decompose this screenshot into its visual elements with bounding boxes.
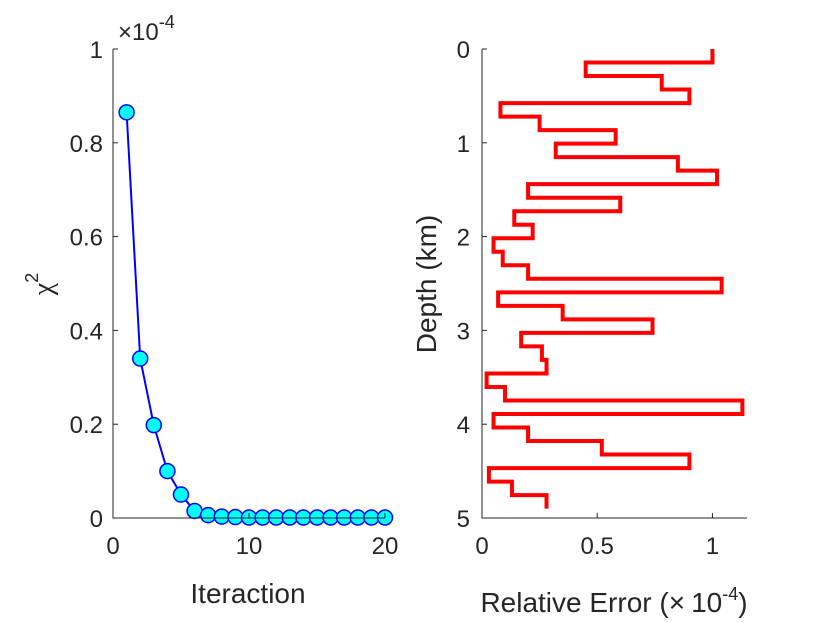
chi-squared-point (213, 508, 231, 525)
right-plot-x-ticks: 0 0.5 1 (475, 513, 719, 560)
y-exponent-power: -4 (159, 12, 175, 32)
chi-squared-series (118, 104, 394, 526)
right-plot-y-tick-label: 4 (457, 412, 470, 439)
chi-squared-point (145, 416, 163, 434)
chi-symbol: χ (28, 282, 59, 296)
right-plot-x-axis-label: Relative Error (× 10-4) (480, 584, 747, 618)
left-plot-x-tick-label: 0 (106, 533, 119, 560)
left-plot-y-tick-label: 1 (90, 37, 103, 64)
chi-power: 2 (22, 273, 42, 283)
right-plot-y-tick-label: 0 (457, 37, 470, 64)
chi-squared-point (172, 486, 190, 503)
left-plot-x-tick-label: 10 (236, 533, 263, 560)
y-exponent-base: 10 (132, 19, 159, 46)
right-plot-x-tick-label: 0.5 (581, 533, 614, 560)
right-plot-y-ticks: 0 1 2 3 4 5 (457, 37, 487, 533)
right-plot-x-tick-label: 1 (706, 533, 719, 560)
x-label-power: -4 (722, 584, 738, 604)
relative-error-stairs-line (484, 49, 745, 509)
chi-squared-point (227, 508, 244, 526)
left-plot-x-ticks: 0 10 20 (106, 513, 398, 560)
right-plot-y-tick-label: 2 (457, 225, 470, 252)
left-plot-y-tick-label: 0.2 (70, 412, 103, 439)
left-plot-x-axis-label: Iteraction (190, 578, 305, 609)
right-plot-y-tick-label: 5 (457, 506, 470, 533)
y-exponent-times: × (118, 19, 132, 46)
chi-squared-point (131, 350, 149, 367)
left-plot-axes (112, 49, 385, 519)
chi-squared-line (125, 112, 385, 519)
left-plot-y-ticks: 0 0.2 0.4 0.6 0.8 1 (70, 37, 118, 533)
left-plot-x-tick-label: 20 (372, 533, 399, 560)
left-plot-y-exponent: ×10-4 (118, 12, 175, 46)
right-plot-y-tick-label: 1 (457, 131, 470, 158)
left-plot-y-tick-label: 0.4 (70, 318, 103, 345)
chi-squared-plot: 0 10 20 00.20.40.60.81 Iteraction χ2 ×10-4 (22, 12, 398, 609)
left-plot-y-tick-label: 0 (90, 506, 103, 533)
left-plot-y-axis-label: χ2 (22, 273, 59, 296)
x-label-prefix: Relative Error ( (480, 587, 669, 618)
x-label-base: 10 (691, 587, 722, 618)
x-label-times: × (669, 587, 685, 618)
left-plot-y-tick-label: 0.6 (70, 225, 103, 252)
x-label-suffix: ) (738, 587, 747, 618)
chi-squared-point (118, 104, 135, 121)
right-plot-axes (481, 49, 747, 519)
chi-squared-point (199, 506, 217, 524)
right-plot-y-axis-label: Depth (km) (411, 215, 442, 353)
right-plot-x-tick-label: 0 (475, 533, 488, 560)
right-plot-y-tick-label: 3 (457, 318, 470, 345)
chi-squared-point (186, 502, 203, 520)
left-plot-y-tick-label: 0.8 (70, 131, 103, 158)
chi-squared-point (159, 462, 176, 480)
